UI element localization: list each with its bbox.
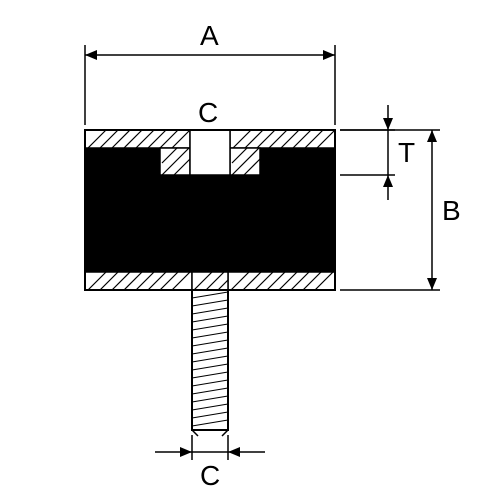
top-plate-right [230,130,335,148]
dimension-C-top: C [198,97,218,128]
threaded-hole [190,130,230,175]
dimension-C-bottom: C [155,435,265,491]
label-C-bottom: C [200,460,220,491]
label-B: B [442,195,461,226]
label-C-top: C [198,97,218,128]
label-A: A [200,20,219,51]
mount-body [85,130,335,290]
top-plate-left [85,130,190,148]
technical-drawing: A C [0,0,500,500]
label-T: T [398,137,415,168]
threaded-stud [192,290,228,436]
dimension-T: T [340,105,415,200]
